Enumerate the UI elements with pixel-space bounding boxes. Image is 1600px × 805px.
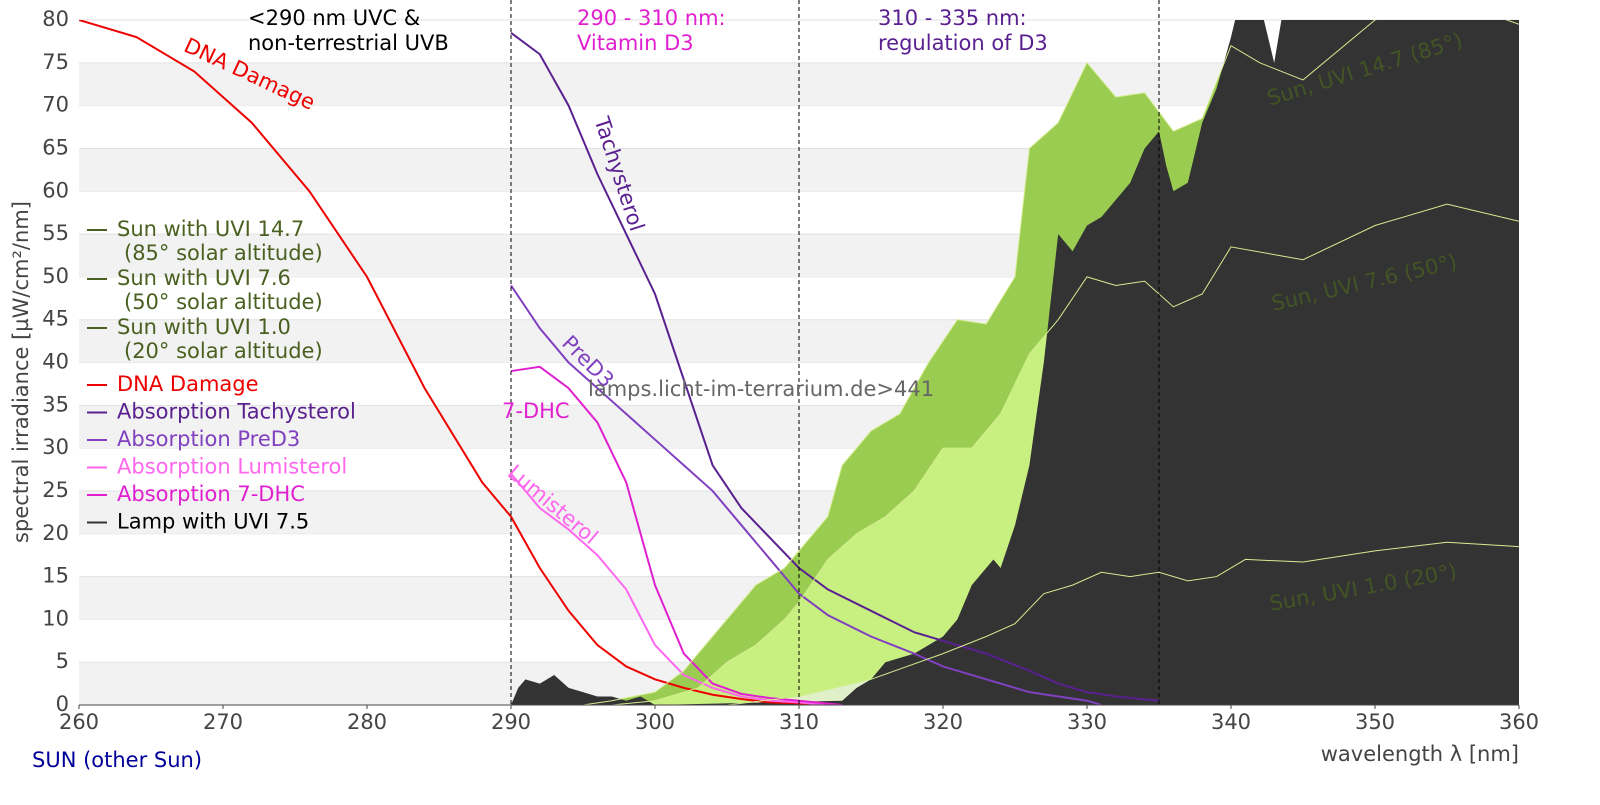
y-tick-label: 10: [42, 606, 69, 630]
y-tick-label: 40: [42, 350, 69, 374]
y-tick-label: 45: [42, 307, 69, 331]
legend-label: Absorption Tachysterol: [117, 400, 356, 424]
legend-label: DNA Damage: [117, 372, 259, 396]
curve: [510, 284, 1102, 705]
region-label: <290 nm UVC &: [248, 6, 420, 30]
legend-note: (50° solar altitude): [124, 290, 323, 314]
region-label: 310 - 335 nm:: [878, 6, 1027, 30]
y-tick-label: 80: [42, 7, 69, 31]
x-tick-label: 340: [1211, 710, 1251, 734]
region-label: regulation of D3: [878, 31, 1048, 55]
y-tick-label: 65: [42, 135, 69, 159]
legend-label: Absorption PreD3: [117, 427, 300, 451]
x-tick-label: 350: [1355, 710, 1395, 734]
curve: [510, 365, 843, 705]
sun-line: [582, 20, 1519, 705]
legend-label: Sun with UVI 1.0: [117, 315, 291, 339]
curve-label: 7-DHC: [502, 399, 570, 423]
x-tick-label: 310: [779, 710, 819, 734]
y-tick-label: 60: [42, 178, 69, 202]
region-label: Vitamin D3: [577, 31, 694, 55]
legend-label: Lamp with UVI 7.5: [117, 510, 309, 534]
x-tick-label: 270: [203, 710, 243, 734]
legend-label: Absorption Lumisterol: [117, 455, 347, 479]
y-tick-label: 5: [56, 649, 69, 673]
region-label: 290 - 310 nm:: [577, 6, 726, 30]
x-tick-label: 290: [491, 710, 531, 734]
area: [511, 20, 1519, 705]
curve: [510, 473, 828, 705]
y-tick-label: 15: [42, 564, 69, 588]
x-tick-label: 360: [1499, 710, 1539, 734]
curve: [79, 20, 828, 705]
y-axis-label: spectral irradiance [µW/cm²/nm]: [9, 201, 33, 543]
y-tick-label: 20: [42, 521, 69, 545]
y-tick-label: 75: [42, 50, 69, 74]
sun-line: [726, 541, 1519, 705]
x-tick-label: 320: [923, 710, 963, 734]
y-tick-label: 70: [42, 93, 69, 117]
x-tick-label: 330: [1067, 710, 1107, 734]
footer: SUN (other Sun): [32, 748, 202, 772]
region-label: non-terrestrial UVB: [248, 31, 449, 55]
y-tick-label: 25: [42, 478, 69, 502]
legend-label: Sun with UVI 14.7: [117, 217, 304, 241]
watermark: lamps.licht-im-terrarium.de>441: [588, 377, 934, 401]
legend-note: (85° solar altitude): [124, 241, 323, 265]
lines: [79, 20, 1519, 705]
sun-line: [611, 203, 1519, 705]
x-axis-label: wavelength λ [nm]: [1321, 742, 1519, 766]
legend-label: Sun with UVI 7.6: [117, 266, 291, 290]
y-tick-label: 0: [56, 692, 69, 716]
legend-note: (20° solar altitude): [124, 339, 323, 363]
x-tick-label: 260: [59, 710, 99, 734]
x-tick-label: 300: [635, 710, 675, 734]
y-tick-label: 55: [42, 221, 69, 245]
legend-label: Absorption 7-DHC: [117, 482, 305, 506]
areas: [511, 20, 1519, 705]
x-tick-label: 280: [347, 710, 387, 734]
y-tick-label: 30: [42, 435, 69, 459]
y-tick-label: 35: [42, 392, 69, 416]
y-tick-label: 50: [42, 264, 69, 288]
